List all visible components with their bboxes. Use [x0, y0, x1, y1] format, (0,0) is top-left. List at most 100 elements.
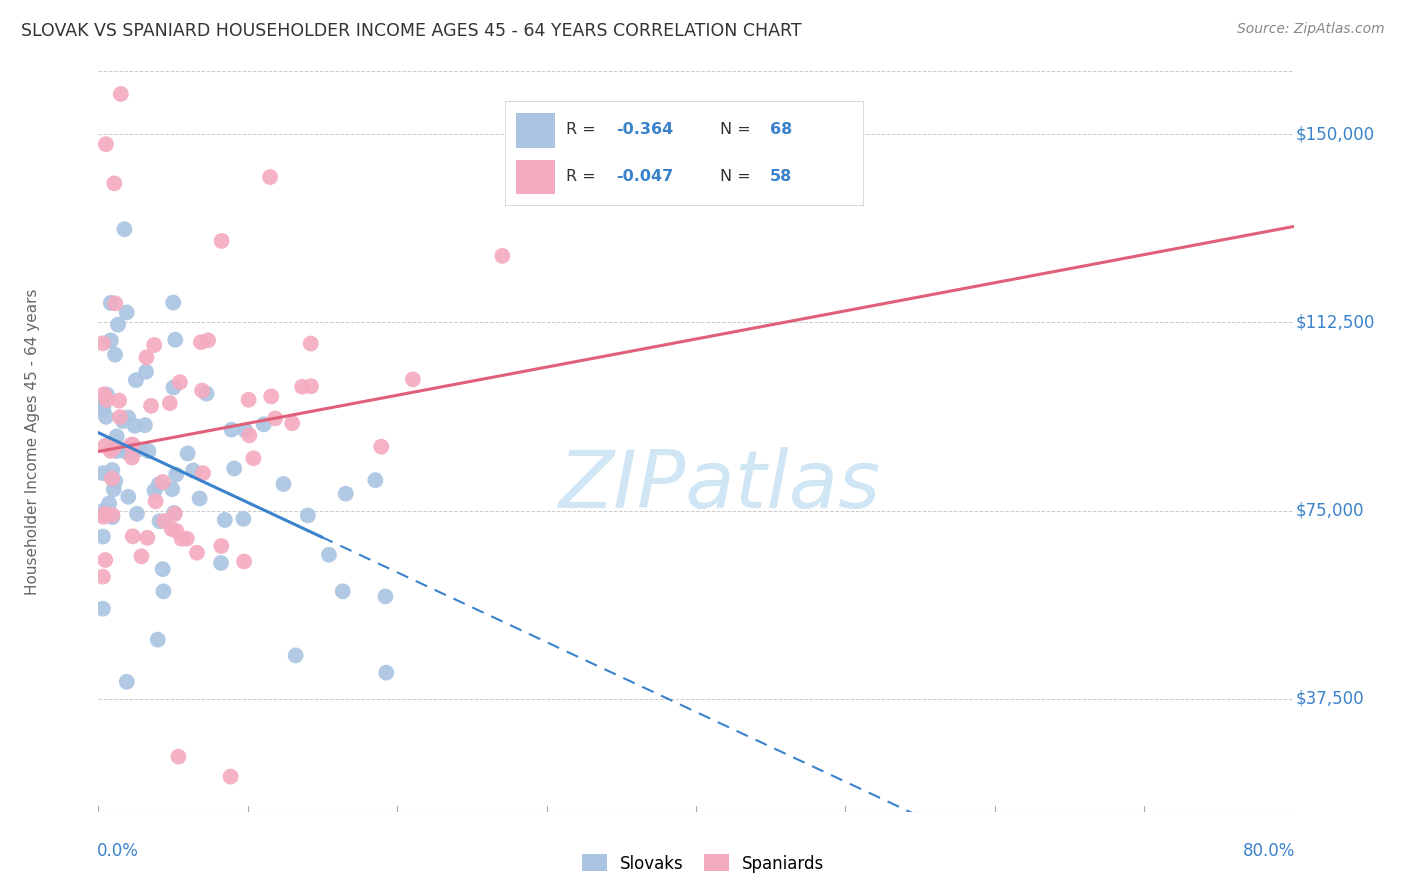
Point [374, 590, 396, 604]
Point [152, 584, 174, 599]
Point [125, 507, 148, 521]
Point [191, 384, 214, 398]
Point [195, 386, 218, 401]
Point [104, 296, 127, 310]
Point [242, 451, 264, 466]
Point [146, 632, 169, 647]
Point [284, 648, 307, 663]
Point [145, 494, 167, 508]
Point [91, 400, 114, 414]
Point [115, 305, 138, 319]
Point [121, 529, 143, 543]
Point [139, 399, 162, 413]
Point [100, 334, 122, 348]
Point [104, 443, 127, 458]
Point [96, 392, 118, 407]
Point [112, 222, 135, 236]
Point [105, 429, 128, 443]
Point [118, 442, 141, 457]
Text: SLOVAK VS SPANIARD HOUSEHOLDER INCOME AGES 45 - 64 YEARS CORRELATION CHART: SLOVAK VS SPANIARD HOUSEHOLDER INCOME AG… [21, 22, 801, 40]
Point [135, 351, 157, 365]
Point [152, 475, 174, 489]
Point [91, 569, 114, 583]
Point [233, 554, 256, 568]
Point [186, 546, 208, 560]
Point [332, 584, 354, 599]
Point [100, 296, 122, 310]
Point [104, 474, 127, 488]
Point [214, 513, 236, 527]
Point [264, 411, 287, 425]
Point [209, 539, 232, 553]
Point [191, 467, 214, 481]
Point [93, 387, 115, 401]
Point [131, 549, 153, 564]
Point [163, 506, 186, 520]
Point [165, 333, 187, 347]
Point [134, 418, 156, 433]
Point [108, 410, 131, 425]
Point [148, 477, 170, 491]
Point [181, 463, 204, 477]
Point [233, 424, 256, 438]
Point [100, 443, 122, 458]
Point [91, 530, 114, 544]
Point [101, 510, 124, 524]
Point [98, 496, 121, 510]
Point [91, 402, 114, 417]
Point [103, 177, 125, 191]
Point [170, 532, 193, 546]
Text: Source: ZipAtlas.com: Source: ZipAtlas.com [1237, 22, 1385, 37]
Point [117, 410, 139, 425]
Point [491, 249, 513, 263]
Point [94, 409, 117, 424]
Point [167, 749, 190, 764]
Point [143, 483, 166, 498]
Point [165, 467, 187, 482]
Point [111, 414, 134, 428]
Point [281, 416, 304, 430]
Point [125, 373, 148, 387]
Text: $75,000: $75,000 [1296, 501, 1364, 519]
Point [299, 379, 322, 393]
Point [138, 444, 160, 458]
Point [91, 601, 114, 615]
Text: ZIPatlas: ZIPatlas [558, 447, 882, 525]
Point [103, 441, 125, 455]
Point [135, 365, 157, 379]
Point [190, 335, 212, 350]
Point [103, 482, 125, 496]
Point [117, 490, 139, 504]
Point [121, 437, 143, 451]
Point [162, 295, 184, 310]
Point [104, 348, 127, 362]
Point [291, 380, 314, 394]
Point [101, 472, 124, 486]
Point [169, 375, 191, 389]
Point [91, 466, 114, 480]
Point [364, 473, 387, 487]
Point [221, 423, 243, 437]
Point [93, 509, 115, 524]
Point [128, 442, 150, 457]
Point [219, 770, 242, 784]
Point [273, 477, 295, 491]
Point [163, 507, 186, 521]
Point [260, 389, 283, 403]
Point [148, 514, 170, 528]
Point [176, 532, 198, 546]
Point [115, 674, 138, 689]
Text: $150,000: $150,000 [1296, 125, 1375, 143]
Point [335, 487, 357, 501]
Point [259, 170, 281, 185]
Point [105, 444, 128, 458]
Point [94, 137, 117, 152]
Point [297, 508, 319, 523]
Point [176, 446, 198, 460]
Point [232, 512, 254, 526]
Text: Householder Income Ages 45 - 64 years: Householder Income Ages 45 - 64 years [25, 288, 41, 595]
Point [93, 507, 115, 521]
Point [238, 392, 260, 407]
Point [101, 463, 124, 477]
Text: $112,500: $112,500 [1296, 313, 1375, 331]
